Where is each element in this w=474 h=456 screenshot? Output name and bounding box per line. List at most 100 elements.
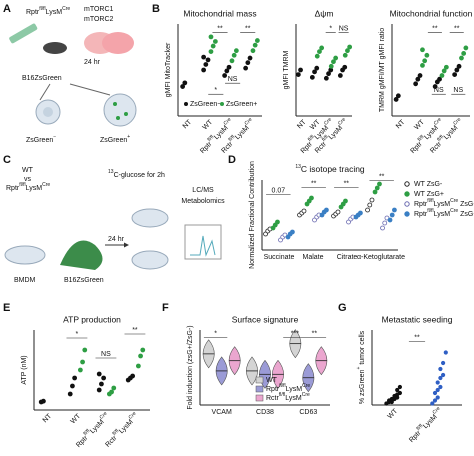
legend-swatch (255, 385, 264, 393)
data-point (424, 52, 430, 58)
label: ZsGreen+ (100, 134, 130, 144)
data-point (208, 34, 214, 40)
superscript: Cre (128, 411, 138, 421)
illustration-c (4, 208, 222, 270)
data-point (80, 359, 85, 365)
text-part: Rptr (408, 429, 423, 444)
text-part: LysM (443, 124, 460, 141)
superscript: fl/fl (416, 423, 425, 432)
significance: NS (101, 351, 111, 358)
legend-swatch (184, 102, 188, 106)
data-point (41, 398, 46, 404)
legend-swatch (255, 394, 264, 402)
text-part: Rptr (414, 211, 428, 218)
data-point (298, 67, 303, 73)
label: 13C-glucose for 2h (108, 169, 165, 179)
superscript: + (356, 367, 362, 370)
data-point (413, 81, 419, 87)
label: BMDM (14, 277, 36, 284)
data-point (101, 375, 107, 381)
x-tick-label: WT (202, 118, 215, 131)
superscript: + (127, 134, 130, 140)
panel-letter: E (3, 302, 10, 314)
data-point (205, 57, 211, 63)
data-point (443, 64, 449, 70)
data-point (438, 375, 443, 381)
data-point (395, 93, 401, 99)
significance: ** (454, 25, 460, 32)
superscript: Cre (433, 117, 443, 127)
data-point (70, 383, 75, 389)
superscript: Cre (302, 383, 310, 389)
data-point (140, 347, 146, 353)
panel-letter: D (228, 154, 236, 166)
plot-title: Surface signature (232, 314, 299, 324)
text-part: C isotope tracing (301, 164, 365, 174)
data-point (337, 73, 343, 78)
data-point (252, 42, 258, 48)
text-part: Rptr (26, 9, 40, 16)
superscript: Cre (302, 392, 310, 398)
superscript: Cre (99, 411, 109, 421)
text-part: tumor cells (359, 330, 366, 366)
plot-title: 13C isotope tracing (295, 164, 365, 174)
text-part: Rctr (220, 140, 234, 154)
text-part: ZsGreen (26, 137, 53, 144)
data-point (275, 219, 280, 225)
text-part: LysM (118, 418, 135, 435)
legend-swatch (404, 201, 410, 207)
data-point (138, 353, 143, 359)
text-part: ZsG+ (458, 211, 474, 218)
legend-label: WT (266, 377, 278, 384)
legend-label: Rptrfl/flLysMCre ZsG+ (414, 208, 474, 218)
x-tick-label: NT (42, 412, 54, 424)
superscript: fl/fl (19, 182, 25, 188)
text-part: WT ZsG- (414, 181, 443, 188)
superscript: fl/fl (427, 198, 433, 204)
x-tick-label: Succinate (264, 254, 295, 261)
legend-swatch (404, 191, 410, 197)
legend-label: WT ZsG- (414, 181, 443, 188)
superscript: Cre (244, 117, 254, 127)
superscript: 13 (295, 164, 301, 170)
text-part: Rctr (429, 140, 443, 154)
label: B16ZsGreen (64, 277, 104, 284)
significance: 0.07 (272, 187, 286, 194)
data-point (380, 225, 385, 231)
x-tick-label: Rctrfl/flLysMCre (103, 411, 141, 449)
data-point (247, 55, 253, 61)
x-tick-label: NT (182, 118, 194, 130)
data-point (367, 202, 373, 208)
superscript: fl/fl (417, 134, 426, 143)
superscript: fl/fl (279, 392, 285, 398)
superscript: fl/fl (307, 134, 316, 143)
data-point (309, 74, 315, 80)
plot-title: Δψm (315, 8, 334, 18)
y-axis-label: Normalized Fractional Contribution (249, 161, 256, 269)
legend-swatch (255, 376, 264, 384)
data-point (314, 65, 320, 71)
illustration-a (9, 23, 137, 127)
data-point (440, 360, 446, 366)
x-tick-label: NT (296, 118, 308, 130)
text-part: Rptr (6, 185, 20, 192)
y-axis-label: gMFI MitoTracker (165, 42, 172, 97)
data-point (435, 395, 440, 400)
text-part: LysM (89, 418, 106, 435)
superscript: Cre (42, 182, 50, 188)
superscript: fl/fl (39, 6, 45, 12)
superscript: fl/fl (112, 428, 121, 437)
data-point (422, 58, 428, 64)
data-point (295, 72, 301, 77)
data-point (203, 62, 209, 67)
data-point (435, 380, 440, 385)
data-point (111, 385, 117, 391)
time: 24 hr (84, 59, 101, 66)
significance: ** (311, 180, 317, 187)
data-point (454, 67, 460, 73)
data-point (72, 375, 78, 381)
significance: ** (217, 25, 223, 32)
data-point (397, 390, 402, 396)
data-point (389, 212, 395, 218)
legend-label: Rptrfl/flLysMCre ZsG- (414, 198, 474, 208)
